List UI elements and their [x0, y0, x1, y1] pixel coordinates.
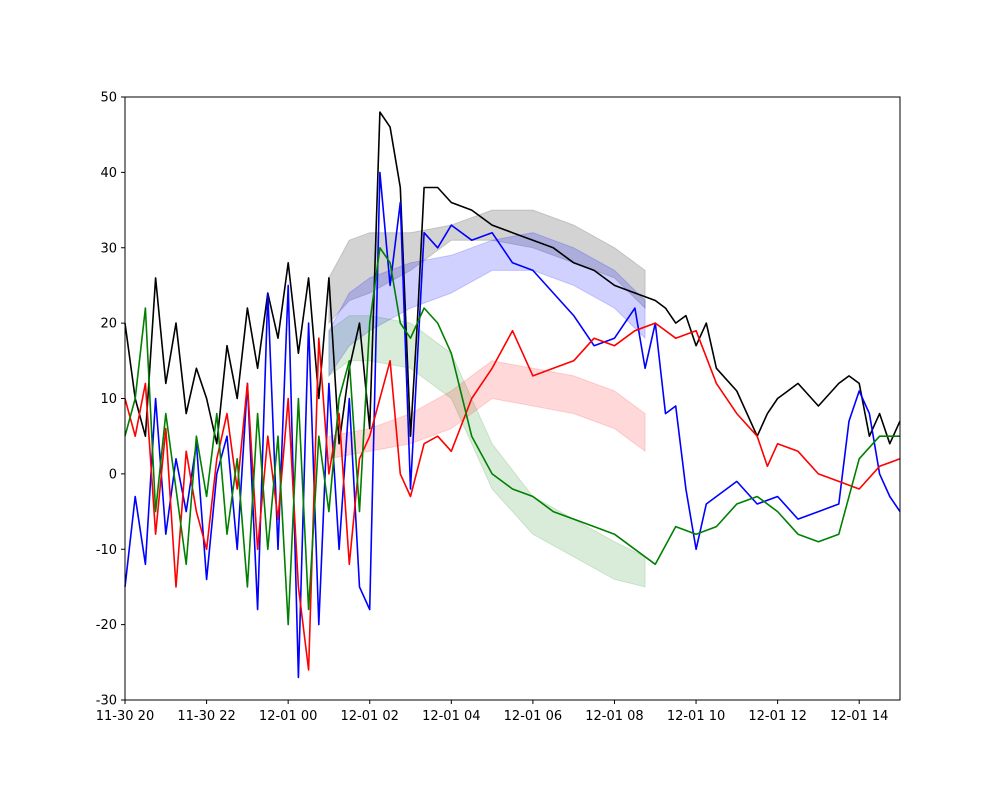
y-tick-label: 20 — [100, 317, 117, 332]
x-tick-label: 12-01 10 — [667, 709, 725, 724]
x-tick-label: 12-01 02 — [341, 709, 399, 724]
uncertainty-bands — [328, 209, 646, 588]
y-tick-label: -20 — [96, 618, 117, 633]
x-tick-label: 12-01 12 — [748, 709, 806, 724]
y-tick-label: -10 — [96, 543, 117, 558]
y-tick-label: 50 — [100, 91, 117, 106]
series-line-3 — [124, 247, 900, 626]
x-tick-label: 12-01 04 — [422, 709, 480, 724]
y-axis: -30 -20 -10 0 10 20 30 40 50 — [96, 91, 125, 709]
band-2 — [328, 315, 646, 588]
y-tick-label: -30 — [96, 694, 117, 709]
x-tick-label: 12-01 08 — [585, 709, 643, 724]
x-axis: 11-30 20 11-30 22 12-01 00 12-01 02 12-01 04… — [96, 700, 888, 724]
y-tick-label: 40 — [100, 166, 117, 181]
band-1 — [328, 232, 646, 378]
y-tick-label: 0 — [109, 467, 117, 482]
series-line-1 — [124, 171, 901, 679]
x-tick-label: 12-01 06 — [504, 709, 562, 724]
series-line-0 — [124, 111, 901, 445]
x-tick-label: 11-30 22 — [177, 709, 235, 724]
series-line-2 — [124, 322, 901, 671]
data-series — [124, 111, 901, 679]
y-tick-label: 10 — [100, 392, 117, 407]
y-tick-label: 30 — [100, 241, 117, 256]
x-tick-label: 12-01 14 — [830, 709, 888, 724]
x-tick-label: 12-01 00 — [259, 709, 317, 724]
band-0 — [328, 209, 646, 325]
x-tick-label: 11-30 20 — [96, 709, 154, 724]
